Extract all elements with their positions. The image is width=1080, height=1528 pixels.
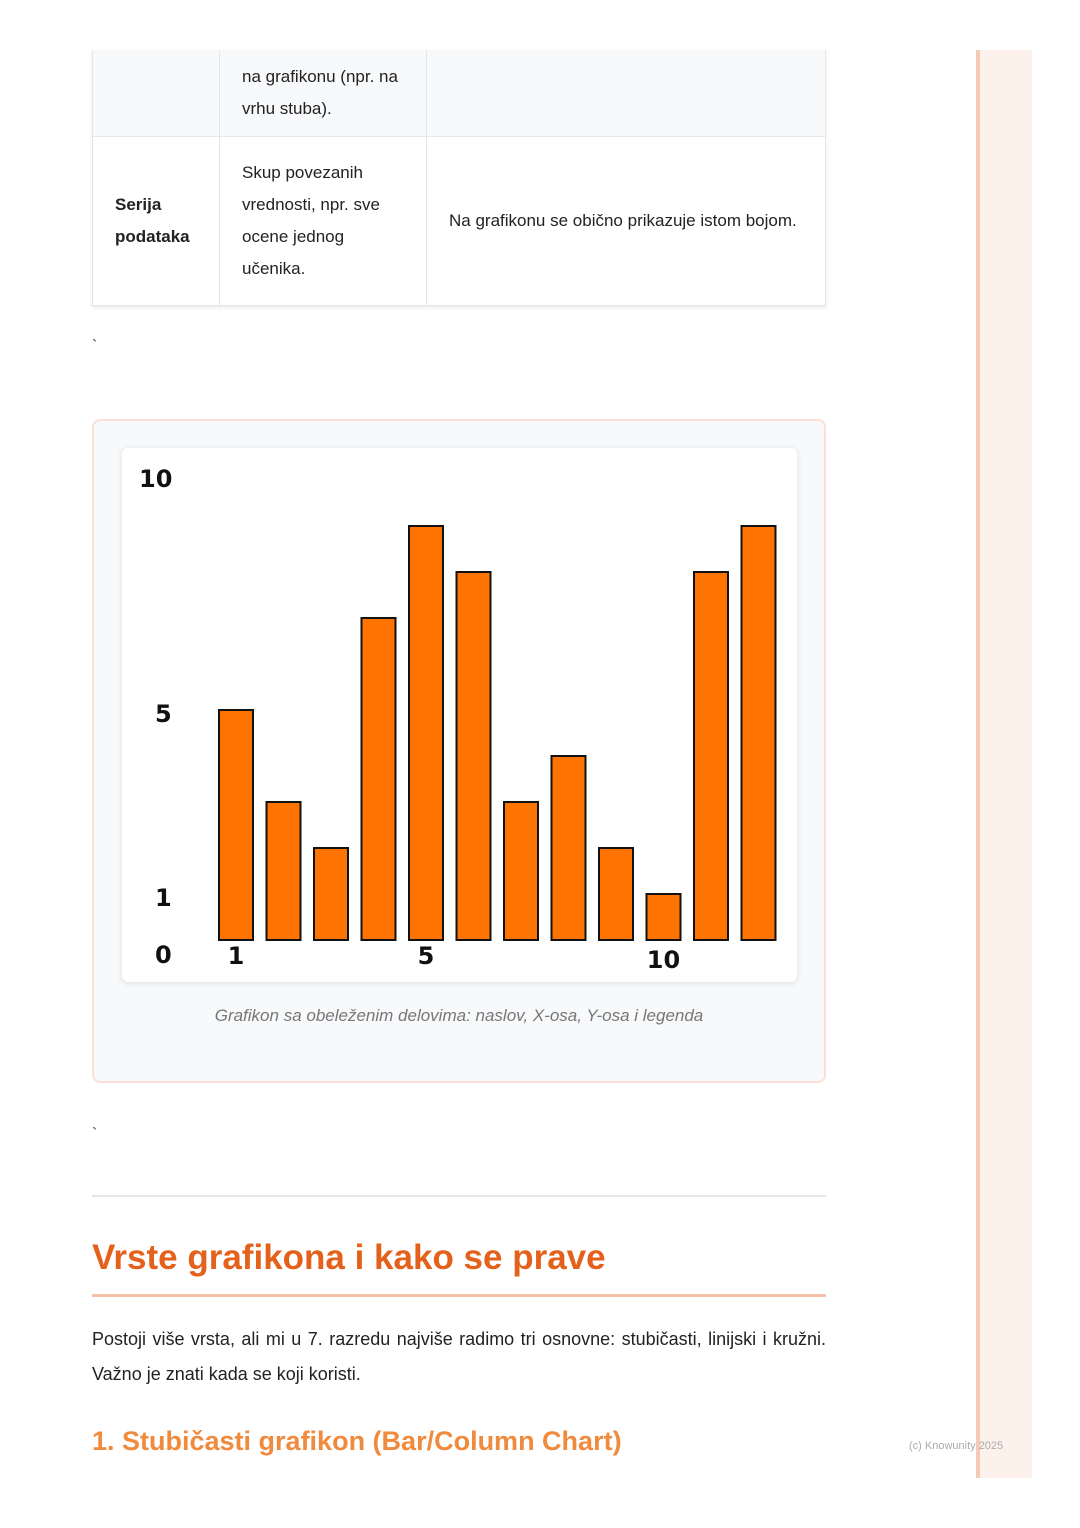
- copyright-footer: (c) Knowunity 2025: [909, 1440, 1004, 1452]
- bar: [265, 801, 302, 941]
- table-row: na grafikonu (npr. na vrhu stuba).: [92, 50, 826, 137]
- bar: [693, 571, 729, 941]
- definition-cell: na grafikonu (npr. na vrhu stuba).: [219, 50, 427, 137]
- side-margin-strip: [976, 50, 1032, 1478]
- bar: [455, 571, 492, 941]
- bar: [218, 709, 254, 941]
- bar: [740, 525, 777, 941]
- divider: [92, 1195, 826, 1197]
- y-tick-label: 1: [155, 884, 172, 912]
- bar: [598, 847, 634, 941]
- x-tick-label: 10: [647, 946, 680, 974]
- table-row: Serija podataka Skup povezanih vrednosti…: [92, 136, 826, 306]
- chart-image: 0 1 5 10 1 5 10: [122, 448, 797, 982]
- bar: [360, 617, 397, 941]
- figure-caption: Grafikon sa obeleženim delovima: naslov,…: [214, 1006, 704, 1025]
- backtick-separator: `: [92, 338, 98, 355]
- section-subheading: 1. Stubičasti grafikon (Bar/Column Chart…: [92, 1426, 622, 1456]
- section-heading: Vrste grafikona i kako se prave: [92, 1238, 826, 1297]
- definitions-table: na grafikonu (npr. na vrhu stuba). Serij…: [92, 50, 826, 306]
- bar: [645, 893, 682, 941]
- y-tick-label: 5: [155, 700, 172, 728]
- bar: [313, 847, 349, 941]
- term-cell: [92, 50, 220, 137]
- term-cell: Serija podataka: [92, 136, 220, 306]
- bar: [408, 525, 444, 941]
- x-tick-label: 5: [418, 942, 435, 970]
- definition-cell: Skup povezanih vrednosti, npr. sve ocene…: [219, 136, 427, 306]
- bar: [550, 755, 587, 941]
- y-tick-label: 0: [155, 941, 172, 969]
- note-cell: [426, 50, 826, 137]
- section-paragraph: Postoji više vrsta, ali mi u 7. razredu …: [92, 1329, 826, 1384]
- x-tick-label: 1: [228, 942, 245, 970]
- y-tick-label: 10: [139, 465, 172, 493]
- bar: [503, 801, 539, 941]
- note-cell: Na grafikonu se obično prikazuje istom b…: [426, 136, 826, 306]
- backtick-separator: `: [92, 1126, 98, 1143]
